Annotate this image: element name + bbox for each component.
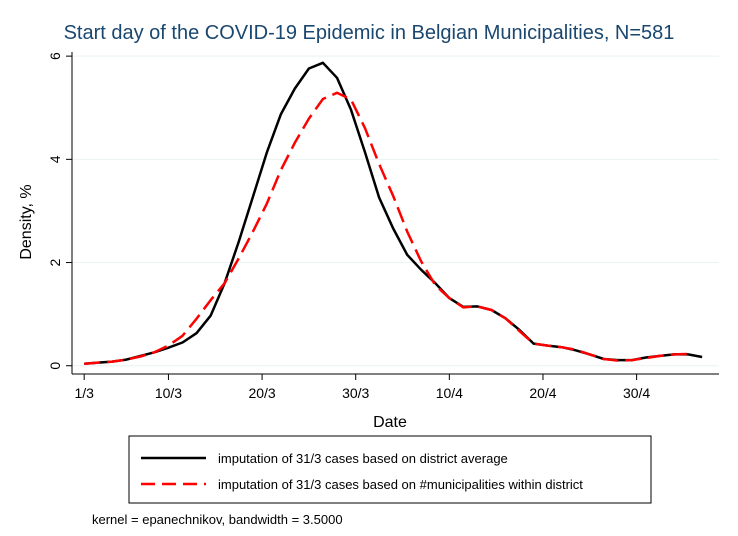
kernel-note: kernel = epanechnikov, bandwidth = 3.500… [92,512,343,527]
x-tick-label: 20/3 [248,385,275,401]
y-axis-title: Density, % [18,184,35,259]
y-tick-label: 0 [47,362,63,370]
series-lines [84,61,703,365]
gridlines [72,55,719,367]
y-tick-label: 4 [47,155,63,163]
y-tick-label: 6 [47,52,63,60]
series-line-municipalities [84,91,689,365]
x-axis-title: Date [373,414,407,431]
legend-label-district-average: imputation of 31/3 cases based on distri… [218,451,508,466]
x-tick-label: 10/4 [436,385,463,401]
series-line-district-average [84,61,703,365]
legend-box [128,435,652,504]
x-tick-label: 10/3 [155,385,182,401]
x-tick-label: 30/4 [623,385,650,401]
x-tick-label: 1/3 [74,385,94,401]
x-tick-label: 20/4 [529,385,556,401]
x-tick-label: 30/3 [342,385,369,401]
legend: imputation of 31/3 cases based on distri… [128,435,652,504]
y-tick-label: 2 [47,258,63,266]
x-axis-ticks: 1/3 10/3 20/3 30/3 10/4 20/4 30/4 [74,374,650,401]
y-axis-ticks: 0 2 4 6 [47,52,72,370]
legend-label-municipalities: imputation of 31/3 cases based on #munic… [218,477,583,492]
chart-title: Start day of the COVID-19 Epidemic in Be… [64,22,675,44]
